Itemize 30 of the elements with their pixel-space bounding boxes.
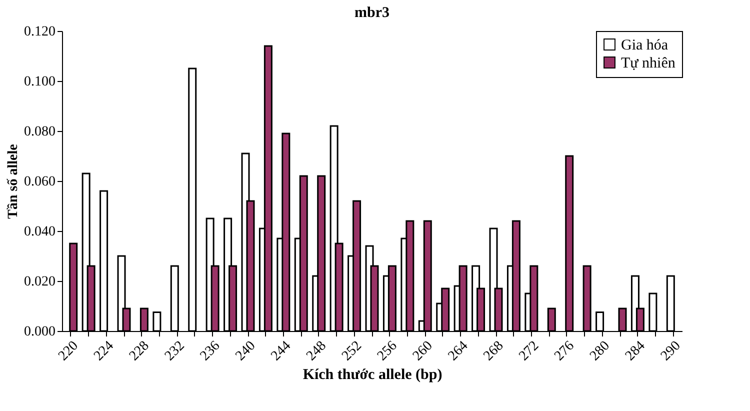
x-tick-label: 252 [339,338,365,364]
x-tick-label: 236 [198,338,224,364]
x-tick-label: 256 [374,338,400,364]
x-tick-label: 224 [91,338,117,364]
x-tick-label: 228 [126,338,152,364]
y-tick-label: 0.080 [24,124,56,140]
x-tick-label: 248 [304,338,330,364]
x-tick-label: 232 [162,338,188,364]
y-tick-label: 0.100 [24,74,56,90]
chart-title: mbr3 [354,5,390,21]
x-tick-label: 284 [622,338,648,364]
x-tick-label: 280 [587,338,613,364]
x-tick-label: 244 [268,338,294,364]
x-tick-label: 268 [481,338,507,364]
y-tick-label: 0.000 [24,324,56,340]
y-axis-title: Tần số allele [6,144,21,219]
x-axis-title: Kích thước allele (bp) [302,367,442,384]
legend-label: Gia hóa [621,38,668,54]
x-tick-label: 276 [552,338,578,364]
x-tick-label: 240 [233,338,259,364]
y-tick-label: 0.040 [24,224,56,240]
x-tick-label: 264 [446,338,472,364]
y-tick-label: 0.120 [24,24,56,40]
x-tick-label: 272 [516,338,542,364]
x-tick-label: 260 [410,338,436,364]
x-tick-label: 220 [56,338,82,364]
legend-label: Tự nhiên [621,56,676,72]
x-tick-label: 290 [658,338,684,364]
y-tick-label: 0.020 [24,274,56,290]
y-tick-label: 0.060 [24,174,56,190]
